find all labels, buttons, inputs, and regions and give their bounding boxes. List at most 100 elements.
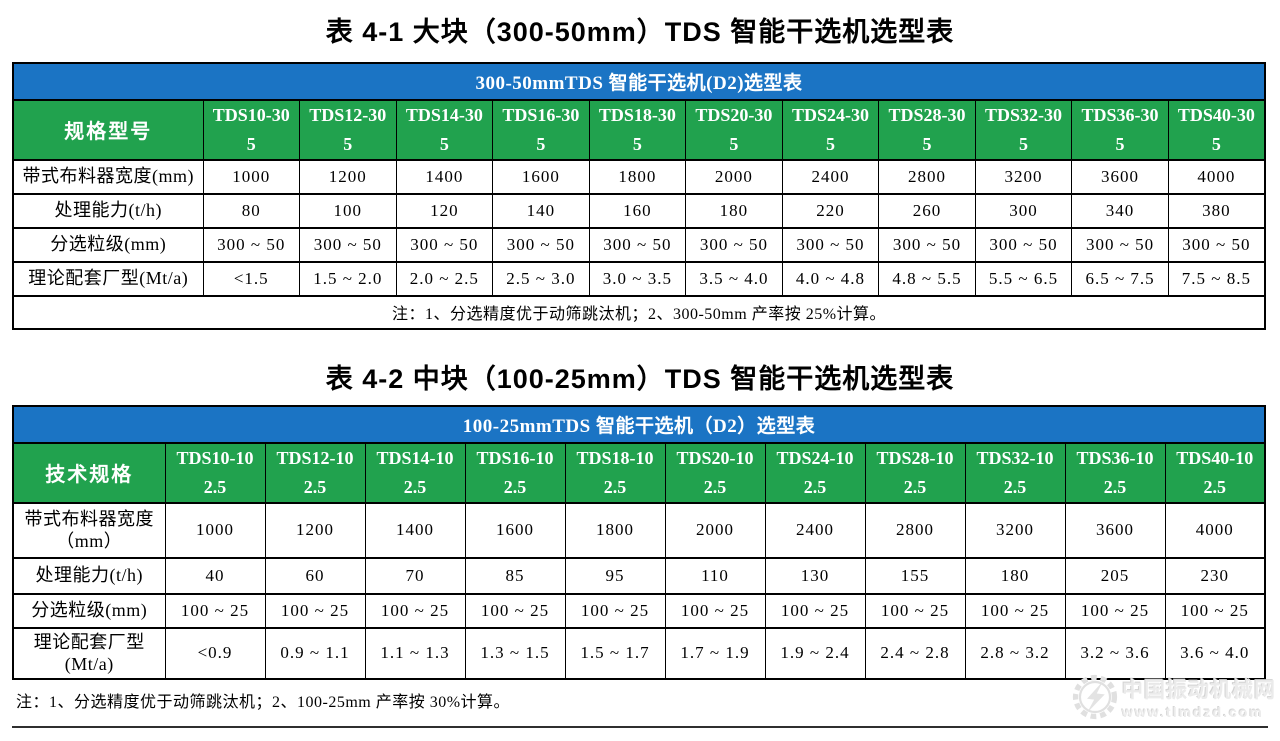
- row-label: 处理能力(t/h): [12, 192, 204, 229]
- value-cell: 1400: [364, 501, 466, 559]
- table1-note-row: 注：1、分选精度优于动筛跳汰机；2、300-50mm 产率按 25%计算。: [12, 294, 1266, 330]
- value-cell: <0.9: [164, 626, 266, 680]
- table-row: 分选粒级(mm) 100 ~ 25 100 ~ 25 100 ~ 25 100 …: [12, 592, 1266, 629]
- value-cell: 300 ~ 50: [395, 226, 494, 263]
- model-header-cell: TDS18-10 2.5: [564, 442, 666, 504]
- watermark-site-url: www.tlmdzd.com: [1122, 704, 1264, 720]
- model-header-cell: TDS20-30 5: [685, 99, 783, 161]
- value-cell: 1600: [464, 501, 566, 559]
- value-cell: 1400: [395, 158, 494, 195]
- value-cell: 7.5 ~ 8.5: [1167, 260, 1266, 297]
- row-label: 分选粒级(mm): [12, 226, 204, 263]
- value-cell: 1800: [588, 158, 687, 195]
- value-cell: 300 ~ 50: [781, 226, 880, 263]
- value-cell: <1.5: [202, 260, 301, 297]
- value-cell: 110: [664, 556, 766, 595]
- value-cell: 2.5 ~ 3.0: [492, 260, 590, 297]
- table2-note: 注：1、分选精度优于动筛跳汰机；2、100-25mm 产率按 30%计算。: [16, 694, 511, 711]
- value-cell: 2.4 ~ 2.8: [864, 626, 966, 680]
- value-cell: 120: [395, 192, 494, 229]
- model-header-cell: TDS32-30 5: [974, 99, 1073, 161]
- model-header-cell: TDS28-30 5: [878, 99, 976, 161]
- value-cell: 2400: [781, 158, 880, 195]
- model-header-cell: TDS10-30 5: [202, 99, 301, 161]
- value-cell: 160: [588, 192, 687, 229]
- table2-banner: 100-25mmTDS 智能干选机（D2）选型表: [12, 405, 1266, 444]
- value-cell: 3200: [974, 158, 1073, 195]
- table1-corner-label: 规格型号: [12, 99, 204, 161]
- model-header-cell: TDS14-30 5: [395, 99, 494, 161]
- model-header-cell: TDS36-30 5: [1071, 99, 1169, 161]
- table1-note: 注：1、分选精度优于动筛跳汰机；2、300-50mm 产率按 25%计算。: [12, 294, 1266, 330]
- value-cell: 300 ~ 50: [974, 226, 1073, 263]
- value-cell: 100 ~ 25: [564, 592, 666, 629]
- value-cell: 100 ~ 25: [464, 592, 566, 629]
- table-row: 带式布料器宽度 （mm） 1000 1200 1400 1600 1800 20…: [12, 501, 1266, 559]
- value-cell: 1.9 ~ 2.4: [764, 626, 866, 680]
- model-header-cell: TDS28-10 2.5: [864, 442, 966, 504]
- value-cell: 300 ~ 50: [1071, 226, 1169, 263]
- value-cell: 1600: [492, 158, 590, 195]
- table1-title: 表 4-1 大块（300-50mm）TDS 智能干选机选型表: [325, 17, 955, 47]
- value-cell: 1800: [564, 501, 666, 559]
- table2-model-header-row: 技术规格 TDS10-10 2.5 TDS12-10 2.5 TDS14-10 …: [12, 442, 1266, 504]
- value-cell: 4000: [1164, 501, 1266, 559]
- value-cell: 100: [299, 192, 397, 229]
- value-cell: 4000: [1167, 158, 1266, 195]
- value-cell: 180: [685, 192, 783, 229]
- value-cell: 300 ~ 50: [1167, 226, 1266, 263]
- value-cell: 100 ~ 25: [164, 592, 266, 629]
- value-cell: 100 ~ 25: [664, 592, 766, 629]
- value-cell: 180: [964, 556, 1066, 595]
- table1-banner: 300-50mmTDS 智能干选机(D2)选型表: [12, 62, 1266, 101]
- watermark: 中国振动机械网 www.tlmdzd.com: [1072, 666, 1276, 728]
- value-cell: 0.9 ~ 1.1: [264, 626, 366, 680]
- table-row: 理论配套厂型(Mt/a) <1.5 1.5 ~ 2.0 2.0 ~ 2.5 2.…: [12, 260, 1266, 297]
- model-header-cell: TDS40-30 5: [1167, 99, 1266, 161]
- value-cell: 2400: [764, 501, 866, 559]
- value-cell: 140: [492, 192, 590, 229]
- value-cell: 100 ~ 25: [964, 592, 1066, 629]
- value-cell: 300 ~ 50: [492, 226, 590, 263]
- model-header-cell: TDS20-10 2.5: [664, 442, 766, 504]
- table-row: 带式布料器宽度(mm) 1000 1200 1400 1600 1800 200…: [12, 158, 1266, 195]
- row-label: 理论配套厂型 (Mt/a): [12, 626, 166, 680]
- value-cell: 100 ~ 25: [364, 592, 466, 629]
- model-header-cell: TDS16-30 5: [492, 99, 590, 161]
- value-cell: 300 ~ 50: [299, 226, 397, 263]
- value-cell: 3600: [1071, 158, 1169, 195]
- value-cell: 3.0 ~ 3.5: [588, 260, 687, 297]
- value-cell: 260: [878, 192, 976, 229]
- value-cell: 3.2 ~ 3.6: [1064, 626, 1166, 680]
- value-cell: 3600: [1064, 501, 1166, 559]
- watermark-site-name: 中国振动机械网: [1122, 679, 1276, 702]
- value-cell: 205: [1064, 556, 1166, 595]
- value-cell: 155: [864, 556, 966, 595]
- bottom-divider: [12, 726, 1268, 728]
- value-cell: 2800: [878, 158, 976, 195]
- model-header-cell: TDS16-10 2.5: [464, 442, 566, 504]
- value-cell: 4.8 ~ 5.5: [878, 260, 976, 297]
- value-cell: 2800: [864, 501, 966, 559]
- model-header-cell: TDS24-30 5: [781, 99, 880, 161]
- model-header-cell: TDS14-10 2.5: [364, 442, 466, 504]
- row-label: 处理能力(t/h): [12, 556, 166, 595]
- value-cell: 5.5 ~ 6.5: [974, 260, 1073, 297]
- table-row: 处理能力(t/h) 80 100 120 140 160 180 220 260…: [12, 192, 1266, 229]
- table-row: 处理能力(t/h) 40 60 70 85 95 110 130 155 180…: [12, 556, 1266, 595]
- value-cell: 3.5 ~ 4.0: [685, 260, 783, 297]
- table2-corner-label: 技术规格: [12, 442, 166, 504]
- value-cell: 100 ~ 25: [864, 592, 966, 629]
- value-cell: 2000: [664, 501, 766, 559]
- row-label: 带式布料器宽度(mm): [12, 158, 204, 195]
- value-cell: 300 ~ 50: [878, 226, 976, 263]
- value-cell: 1200: [299, 158, 397, 195]
- row-label: 分选粒级(mm): [12, 592, 166, 629]
- value-cell: 100 ~ 25: [264, 592, 366, 629]
- value-cell: 300: [974, 192, 1073, 229]
- table-300-50-selection: 300-50mmTDS 智能干选机(D2)选型表 规格型号 TDS10-30 5…: [12, 62, 1266, 330]
- table1-model-header-row: 规格型号 TDS10-30 5 TDS12-30 5 TDS14-30 5 TD…: [12, 99, 1266, 161]
- table-row: 分选粒级(mm) 300 ~ 50 300 ~ 50 300 ~ 50 300 …: [12, 226, 1266, 263]
- value-cell: 80: [202, 192, 301, 229]
